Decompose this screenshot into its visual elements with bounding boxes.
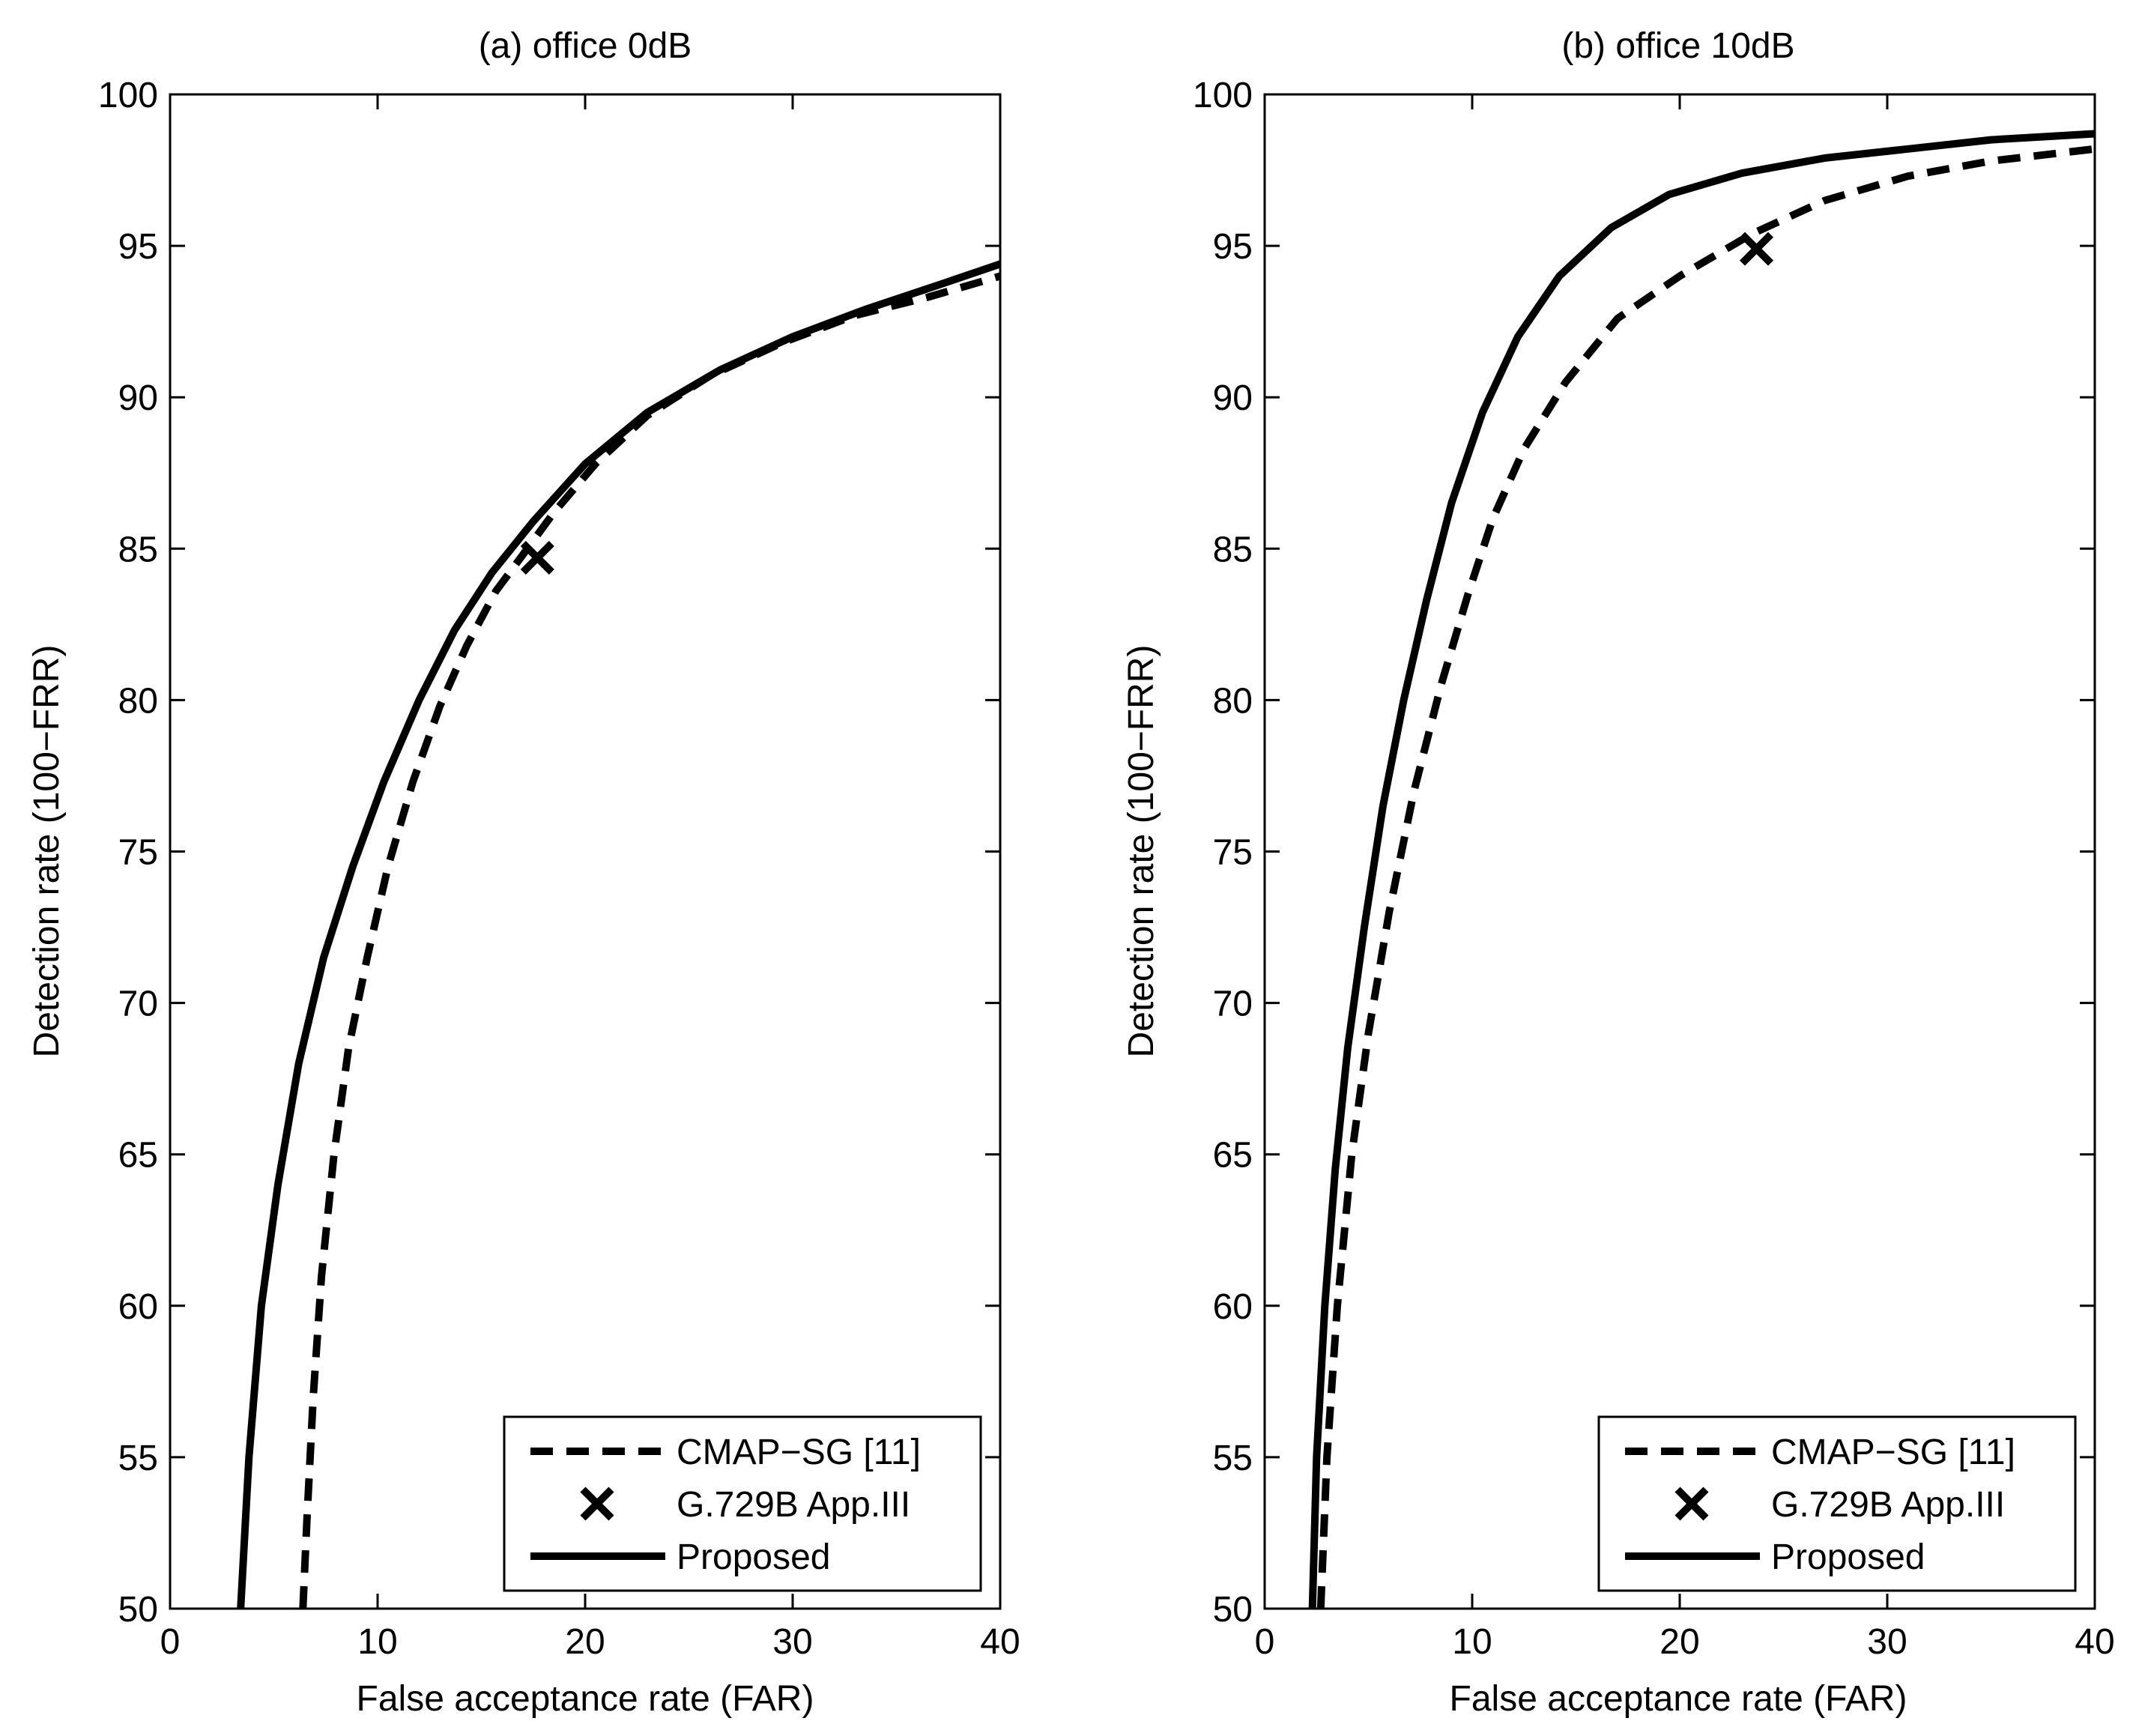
y-tick-label: 100 — [98, 76, 158, 115]
x-tick-label: 0 — [1255, 1622, 1275, 1662]
series-line-proposed — [1308, 130, 2096, 1609]
x-tick-label: 0 — [160, 1622, 181, 1662]
y-tick-label: 100 — [1193, 76, 1253, 115]
series-line-cmap-sg — [1316, 145, 2096, 1609]
y-tick-label: 80 — [1213, 681, 1253, 721]
y-tick-label: 95 — [1213, 227, 1253, 267]
y-tick-label: 90 — [118, 378, 158, 418]
y-axis-label: Detection rate (100−FRR) — [27, 645, 67, 1058]
y-tick-label: 55 — [118, 1439, 158, 1478]
panel-b: (b) office 10dB 50 55 60 65 70 75 80 85 90 95 100 … — [1122, 26, 2115, 1719]
y-tick-label: 90 — [1213, 378, 1253, 418]
y-tick-label: 85 — [118, 530, 158, 569]
x-tick-label: 20 — [565, 1622, 605, 1662]
y-tick-label: 65 — [118, 1136, 158, 1176]
x-tick-label: 40 — [2075, 1622, 2114, 1662]
x-ticks: 0 10 20 30 40 — [160, 94, 1020, 1662]
y-tick-label: 75 — [1213, 833, 1253, 873]
y-tick-label: 50 — [1213, 1590, 1253, 1630]
x-ticks: 0 10 20 30 40 — [1255, 94, 2115, 1662]
y-tick-label: 50 — [118, 1590, 158, 1630]
marker-g729b-app-iii — [1739, 232, 1774, 266]
legend-label-cmap-sg: CMAP−SG [11] — [1771, 1433, 2015, 1472]
x-tick-label: 30 — [772, 1622, 812, 1662]
marker-g729b-app-iii — [520, 540, 554, 575]
legend-label-cmap-sg: CMAP−SG [11] — [677, 1433, 921, 1472]
series-layer — [237, 260, 1002, 1609]
legend-swatch-g729b-x-icon — [580, 1487, 614, 1521]
y-tick-label: 60 — [1213, 1287, 1253, 1327]
y-tick-label: 70 — [1213, 985, 1253, 1024]
legend-label-g729b: G.729B App.III — [1771, 1485, 2005, 1525]
legend-label-proposed: Proposed — [1771, 1537, 1925, 1577]
y-axis-label: Detection rate (100−FRR) — [1122, 645, 1161, 1058]
y-tick-label: 55 — [1213, 1439, 1253, 1478]
chart-title: (b) office 10dB — [1561, 26, 1794, 66]
x-axis-label: False acceptance rate (FAR) — [357, 1679, 814, 1719]
x-tick-label: 10 — [1452, 1622, 1492, 1662]
legend-label-g729b: G.729B App.III — [677, 1485, 910, 1525]
x-tick-label: 40 — [980, 1622, 1020, 1662]
y-tick-label: 85 — [1213, 530, 1253, 569]
y-ticks: 50 55 60 65 70 75 80 85 90 95 100 — [98, 76, 1000, 1630]
y-tick-label: 60 — [118, 1287, 158, 1327]
y-tick-label: 75 — [118, 833, 158, 873]
y-tick-label: 80 — [118, 681, 158, 721]
series-layer — [1308, 130, 2096, 1609]
legend-swatch-g729b-x-icon — [1674, 1487, 1709, 1521]
x-tick-label: 20 — [1659, 1622, 1699, 1662]
x-axis-label: False acceptance rate (FAR) — [1450, 1679, 1907, 1719]
y-ticks: 50 55 60 65 70 75 80 85 90 95 100 — [1193, 76, 2095, 1630]
legend: CMAP−SG [11] G.729B App.III Proposed — [1597, 1415, 2077, 1592]
y-tick-label: 95 — [118, 227, 158, 267]
x-tick-label: 30 — [1867, 1622, 1907, 1662]
legend-box — [503, 1415, 982, 1592]
legend-box — [1597, 1415, 2077, 1592]
legend: CMAP−SG [11] G.729B App.III Proposed — [503, 1415, 982, 1592]
series-line-proposed — [237, 260, 1002, 1609]
chart-title: (a) office 0dB — [479, 26, 692, 66]
x-tick-label: 10 — [357, 1622, 397, 1662]
legend-label-proposed: Proposed — [677, 1537, 830, 1577]
y-tick-label: 65 — [1213, 1136, 1253, 1176]
y-tick-label: 70 — [118, 985, 158, 1024]
